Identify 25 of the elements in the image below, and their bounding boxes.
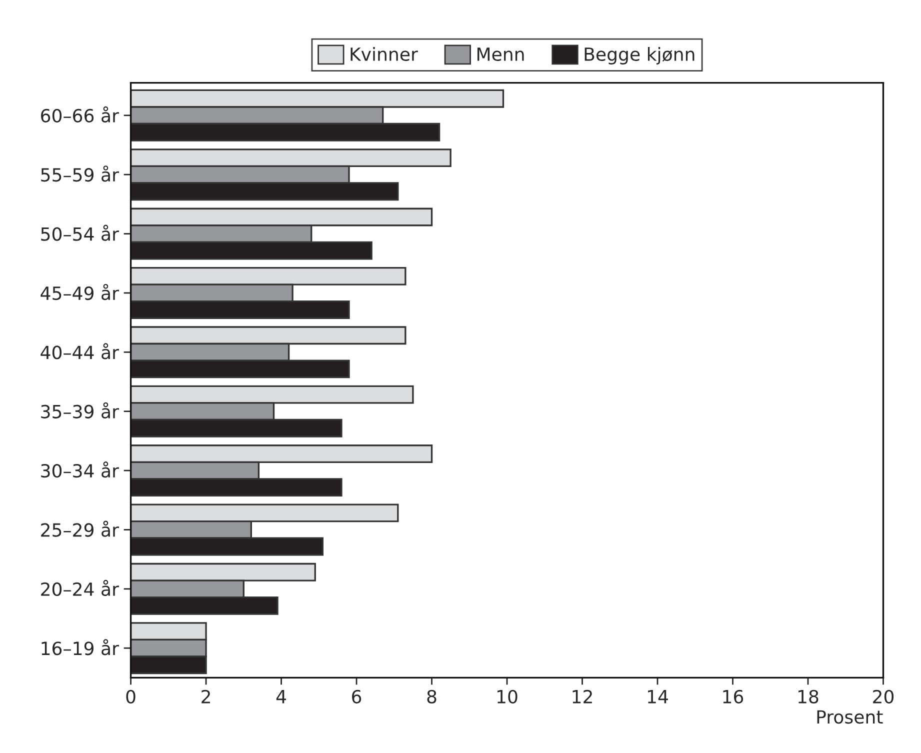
legend-label: Begge kjønn [584,47,694,65]
y-tick-label: 20–24 år [41,580,119,596]
x-axis-title: Prosent [817,710,883,724]
x-tick-label: 0 [126,690,136,704]
y-tick-label: 25–29 år [41,520,119,537]
x-tick-label: 10 [498,690,518,704]
x-tick-label: 12 [572,690,592,704]
x-tick-label: 18 [798,690,818,704]
y-tick-label: 50–54 år [41,224,119,241]
y-tick-label: 35–39 år [41,402,119,418]
x-tick-label: 6 [352,690,362,704]
x-tick-label: 2 [202,690,210,704]
legend-label: Kvinner [350,47,418,62]
y-tick-label: 55–59 år [41,166,119,182]
x-tick-label: 20 [873,690,894,704]
y-tick-label: 30–34 år [41,462,119,478]
y-tick-label: 16–19 år [42,639,119,656]
legend-label: Menn [477,48,524,62]
x-tick-label: 4 [276,690,286,704]
y-tick-label: 40–44 år [40,343,119,360]
x-tick-label: 14 [648,690,668,704]
y-tick-label: 60–66 år [41,106,119,122]
y-tick-label: 45–49 år [40,284,119,300]
x-tick-label: 16 [723,690,744,704]
x-tick-label: 8 [427,690,436,704]
